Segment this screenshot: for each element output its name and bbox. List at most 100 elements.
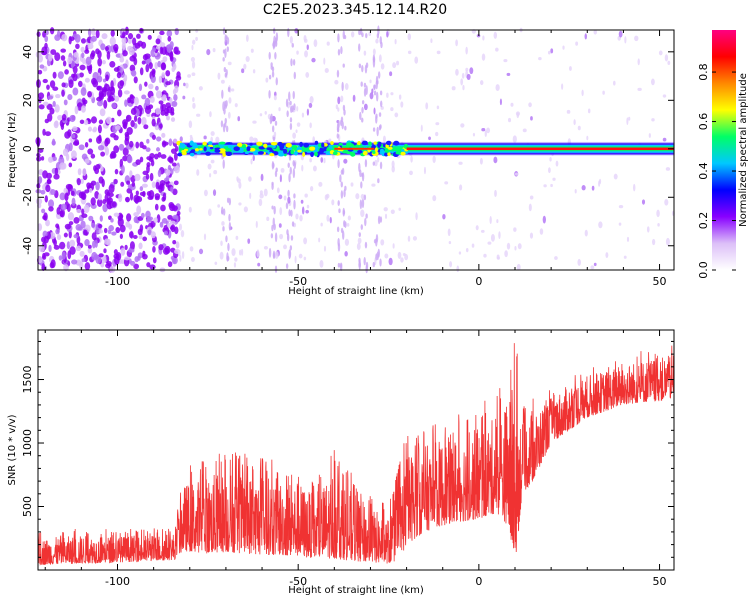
- noise-blob: [101, 257, 107, 264]
- noise-blob: [278, 223, 282, 228]
- noise-blob: [70, 190, 75, 196]
- noise-blob: [167, 222, 171, 228]
- colorbar-tick-label: 0.4: [697, 162, 710, 180]
- noise-blob: [151, 69, 156, 78]
- noise-blob: [292, 59, 296, 66]
- noise-blob: [407, 50, 412, 55]
- noise-blob: [81, 258, 86, 263]
- noise-blob: [77, 168, 82, 176]
- spectrogram-y-label: Frequency (Hz): [7, 112, 18, 188]
- noise-blob: [38, 256, 43, 264]
- noise-blob: [390, 107, 394, 112]
- noise-blob: [107, 96, 112, 103]
- noise-blob: [301, 206, 305, 215]
- noise-blob: [352, 94, 356, 102]
- noise-blob: [455, 68, 459, 76]
- noise-blob: [82, 168, 87, 176]
- noise-blob: [336, 69, 340, 78]
- noise-blob: [46, 172, 53, 180]
- tone-speck: [379, 151, 385, 155]
- noise-blob: [76, 209, 82, 214]
- noise-blob: [228, 221, 232, 231]
- noise-blob: [268, 89, 271, 99]
- noise-blob: [293, 71, 296, 80]
- noise-blob: [110, 29, 115, 37]
- noise-blob: [361, 65, 364, 73]
- noise-blob: [343, 189, 346, 198]
- noise-blob: [48, 199, 55, 208]
- noise-blob: [334, 79, 339, 85]
- noise-blob: [656, 209, 660, 218]
- noise-blob: [91, 77, 97, 85]
- noise-blob: [195, 36, 198, 42]
- noise-blob: [288, 173, 291, 183]
- noise-blob: [379, 161, 383, 170]
- noise-blob: [56, 234, 62, 241]
- noise-blob: [339, 174, 342, 183]
- noise-blob: [324, 68, 329, 73]
- noise-blob: [587, 108, 591, 114]
- noise-blob: [158, 185, 163, 193]
- noise-blob: [133, 96, 139, 106]
- noise-blob: [104, 238, 110, 245]
- noise-blob: [111, 102, 117, 109]
- noise-blob: [484, 130, 487, 138]
- noise-blob: [101, 60, 106, 65]
- noise-blob: [465, 248, 469, 253]
- noise-blob: [290, 235, 294, 241]
- noise-blob: [481, 128, 486, 132]
- noise-blob: [100, 43, 106, 51]
- noise-blob: [397, 251, 402, 259]
- tone-speck: [209, 146, 214, 150]
- noise-blob: [52, 156, 57, 162]
- noise-blob: [336, 133, 339, 139]
- tone-speck: [338, 142, 343, 147]
- noise-blob: [455, 39, 458, 47]
- tone-speck: [385, 149, 390, 153]
- noise-blob: [173, 94, 178, 101]
- noise-blob: [41, 263, 46, 272]
- noise-blob: [263, 245, 268, 250]
- tone-speck: [321, 142, 325, 148]
- noise-blob: [460, 78, 464, 86]
- noise-blob: [158, 75, 163, 84]
- noise-blob: [74, 105, 79, 115]
- noise-blob: [47, 113, 53, 122]
- noise-blob: [84, 262, 91, 271]
- noise-blob: [63, 99, 68, 106]
- noise-blob: [412, 236, 418, 241]
- noise-blob: [274, 52, 277, 60]
- noise-blob: [664, 198, 669, 206]
- noise-blob: [496, 256, 501, 260]
- noise-blob: [291, 42, 294, 48]
- noise-blob: [287, 162, 290, 168]
- noise-blob: [273, 205, 276, 215]
- noise-blob: [340, 190, 344, 199]
- noise-blob: [285, 202, 289, 210]
- noise-blob: [37, 54, 44, 63]
- tone-speck: [248, 147, 256, 152]
- colorbar-tick-label: 0.2: [697, 212, 710, 230]
- noise-blob: [133, 57, 138, 66]
- noise-blob: [271, 224, 274, 232]
- x-tick-label: 0: [475, 275, 482, 288]
- noise-blob: [157, 152, 162, 158]
- noise-blob: [122, 155, 128, 162]
- noise-blob: [304, 193, 308, 198]
- noise-blob: [50, 189, 56, 196]
- tone-speck: [314, 140, 319, 145]
- noise-blob: [147, 195, 154, 200]
- noise-blob: [138, 83, 143, 92]
- noise-blob: [346, 222, 350, 227]
- noise-blob: [225, 69, 228, 76]
- noise-blob: [358, 43, 361, 52]
- noise-blob: [323, 57, 326, 65]
- noise-blob: [435, 131, 439, 137]
- noise-blob: [103, 227, 108, 234]
- noise-blob: [172, 88, 177, 95]
- noise-blob: [529, 232, 534, 239]
- x-tick-label: -50: [289, 275, 307, 288]
- noise-blob: [119, 233, 123, 240]
- noise-blob: [241, 68, 245, 74]
- noise-blob: [380, 63, 385, 70]
